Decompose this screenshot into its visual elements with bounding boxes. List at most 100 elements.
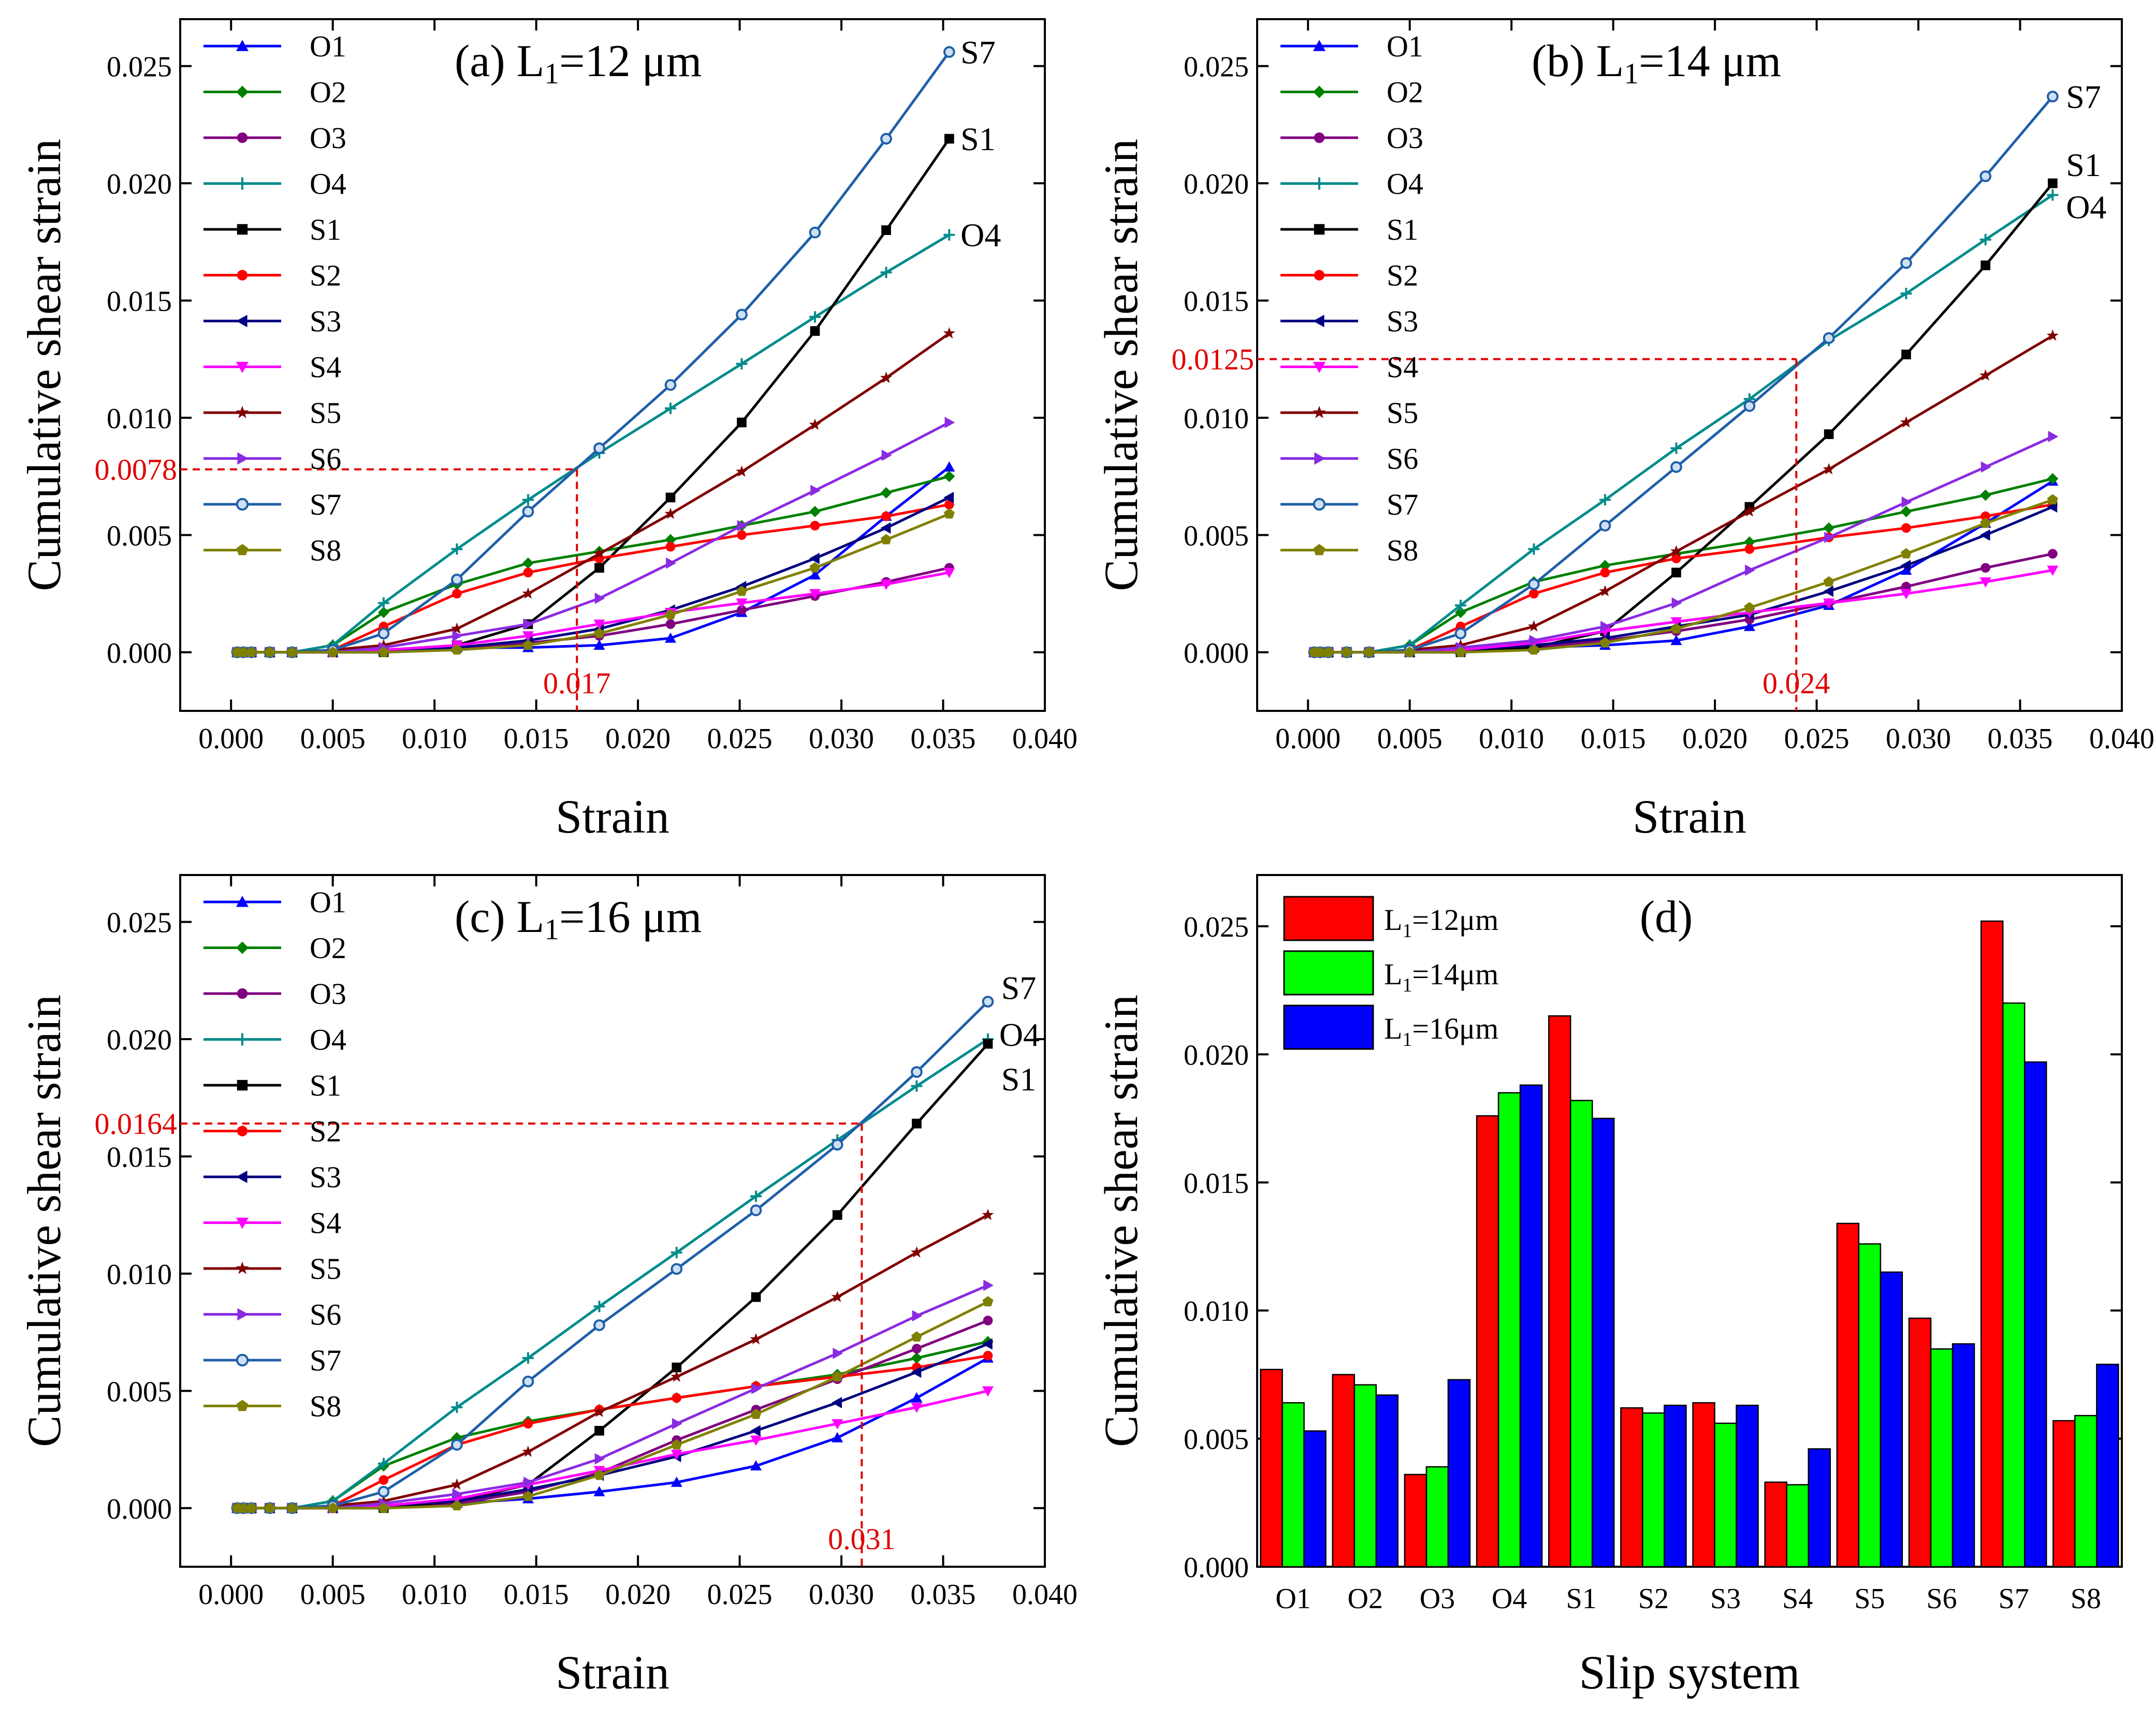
legend-label-2-sub: 1 — [1402, 1029, 1412, 1051]
data-point-S6 — [833, 1347, 843, 1359]
data-point-S1 — [594, 1425, 604, 1436]
x-axis-label: Strain — [556, 790, 669, 843]
x-tick-label: 0.010 — [402, 1579, 467, 1611]
data-point-S2 — [1744, 544, 1755, 554]
data-point-S8 — [1315, 646, 1326, 657]
data-point-O4 — [809, 311, 821, 323]
legend-marker-S6 — [237, 1308, 249, 1321]
legend-label-O1: O1 — [310, 30, 346, 63]
bar-S1-0 — [1548, 1015, 1571, 1568]
data-point-S6 — [1600, 620, 1611, 632]
legend-label-S4: S4 — [310, 351, 341, 384]
data-point-S1 — [810, 326, 820, 336]
legend-label-O2: O2 — [310, 931, 346, 965]
series-line-O3 — [1314, 552, 2053, 654]
series-line-S1 — [1314, 182, 2054, 654]
data-point-O2 — [1979, 489, 1991, 501]
data-point-O3 — [1980, 563, 1991, 573]
legend-marker-S5 — [236, 405, 249, 418]
data-point-S4 — [911, 1403, 923, 1413]
data-point-S4 — [750, 1435, 762, 1446]
legend: O1 O2 O3 O4 S1 S2 S3 S4 S5 S6 S7 S8 — [203, 30, 346, 567]
legend-label-0-sub: 1 — [1402, 920, 1412, 942]
data-point-S4 — [1823, 598, 1835, 609]
data-point-S7 — [451, 1439, 463, 1451]
y-tick-label: 0.015 — [107, 285, 172, 317]
legend-marker-O2 — [1313, 85, 1325, 98]
y-tick-label: 0.005 — [107, 1376, 172, 1408]
x-axis-label: Slip system — [1579, 1646, 1800, 1699]
x-tick-label: 0.020 — [1682, 723, 1747, 755]
x-axis-label: Strain — [556, 1646, 669, 1699]
series-line-S5 — [237, 1214, 989, 1510]
data-point-S8 — [1323, 646, 1334, 657]
bar-S1-2 — [1592, 1117, 1615, 1568]
legend-label-O1: O1 — [310, 885, 346, 919]
data-point-S4 — [809, 589, 821, 600]
data-point-S8 — [264, 646, 275, 657]
bar-O3-1 — [1425, 1466, 1449, 1568]
data-point-S6 — [523, 618, 534, 630]
x-tick-label: 0.035 — [1988, 723, 2053, 755]
x-tick-label: 0.030 — [1886, 723, 1951, 755]
legend-label-S8: S8 — [310, 534, 341, 567]
bar-S8-2 — [2096, 1363, 2119, 1568]
legend-marker-S5 — [236, 1261, 249, 1274]
legend-marker-S7 — [236, 498, 249, 511]
data-point-O2 — [911, 1352, 923, 1364]
series-S6 — [1309, 431, 2059, 658]
bar-S5-2 — [1880, 1271, 1903, 1568]
data-point-S6 — [737, 520, 748, 532]
data-point-S1 — [672, 1362, 682, 1373]
data-point-S8 — [451, 1500, 462, 1511]
x-tick-label: S3 — [1710, 1583, 1741, 1615]
panel-c-line-chart: 0.000 0.005 0.010 0.015 0.020 0.025 0.030 0.035… — [18, 874, 1077, 1699]
annotation-x-label: 0.024 — [1762, 666, 1830, 700]
data-point-S8 — [809, 562, 821, 573]
legend-label-0-rest: =12μm — [1412, 903, 1498, 937]
y-tick-label: 0.020 — [1184, 1039, 1249, 1071]
data-point-S6 — [944, 416, 955, 428]
bar-O4-2 — [1519, 1084, 1543, 1568]
data-point-S8 — [378, 646, 389, 657]
data-point-S8 — [246, 646, 257, 657]
x-tick-label: O3 — [1420, 1583, 1455, 1615]
bar-O4-1 — [1497, 1092, 1521, 1568]
legend-marker-O3 — [237, 132, 248, 143]
data-point-S4 — [522, 631, 534, 642]
data-point-O3 — [737, 605, 747, 615]
bar-S7-2 — [2024, 1061, 2047, 1568]
data-point-S8 — [832, 1371, 843, 1382]
x-tick-label: 0.035 — [911, 1579, 976, 1611]
legend-label-1-sub: 1 — [1402, 974, 1412, 996]
data-point-S8 — [1363, 646, 1375, 657]
data-point-O4 — [593, 1301, 605, 1313]
legend-marker-S4 — [236, 361, 249, 373]
data-point-S6 — [1901, 496, 1912, 508]
data-point-S5 — [910, 1246, 923, 1258]
legend-marker-O1 — [236, 896, 249, 907]
data-point-S8 — [1744, 602, 1755, 613]
data-point-S1 — [751, 1292, 761, 1302]
legend-label-O3: O3 — [310, 977, 346, 1011]
legend-label-S2: S2 — [310, 1115, 341, 1148]
legend-label-2-rest: =16μm — [1412, 1012, 1498, 1045]
data-point-S1 — [944, 134, 954, 144]
data-point-S8 — [594, 628, 605, 638]
data-point-O2 — [522, 557, 534, 569]
legend-label-S8: S8 — [310, 1390, 341, 1423]
y-tick-label: 0.000 — [107, 637, 172, 669]
legend-marker-S8 — [236, 1400, 249, 1411]
legend-marker-O1 — [1313, 40, 1325, 51]
legend-marker-S8 — [236, 544, 249, 556]
bar-S6-0 — [1908, 1317, 1932, 1568]
data-point-S8 — [671, 1439, 682, 1450]
data-point-S5 — [880, 371, 892, 383]
data-point-O2 — [943, 471, 955, 483]
data-point-O2 — [1599, 560, 1611, 572]
data-point-S3 — [1823, 586, 1833, 597]
data-point-S2 — [1980, 511, 1991, 521]
panel-title-rest: =16 μm — [559, 892, 702, 942]
x-tick-label: 0.000 — [1275, 723, 1341, 755]
bar-O1-2 — [1303, 1430, 1327, 1568]
